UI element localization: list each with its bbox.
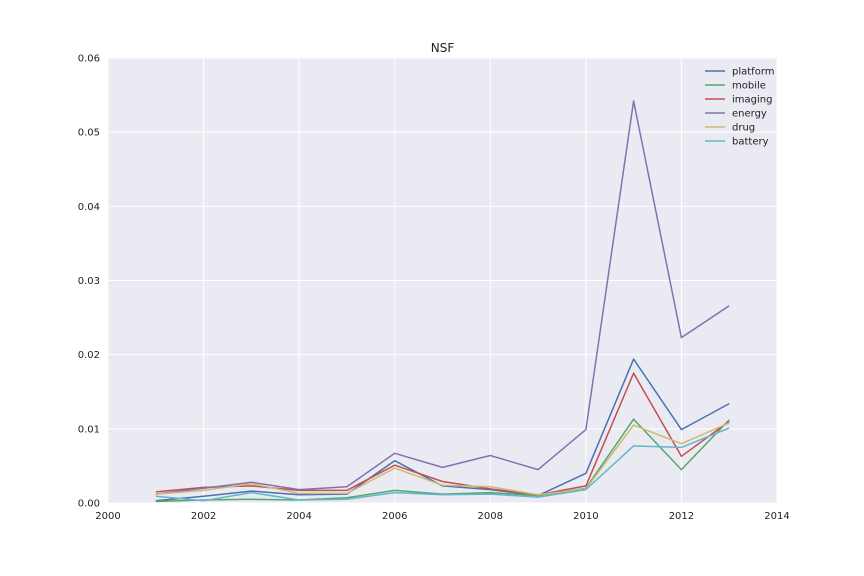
legend-label-imaging: imaging [732, 95, 772, 106]
y-tick-label: 0.05 [78, 128, 100, 139]
series-line-imaging [155, 372, 730, 496]
series-lines [155, 100, 730, 503]
legend-label-platform: platform [732, 67, 775, 78]
x-tick-label: 2002 [191, 511, 216, 522]
series-line-battery [155, 427, 730, 502]
y-tick-label: 0.02 [78, 350, 100, 361]
x-tick-label: 2008 [478, 511, 503, 522]
x-tick-label: 2014 [764, 511, 789, 522]
legend-label-mobile: mobile [732, 81, 766, 92]
chart-title: NSF [431, 41, 455, 55]
legend-label-battery: battery [732, 137, 769, 148]
y-tick-label: 0.03 [78, 276, 100, 287]
y-tick-label: 0.00 [78, 499, 100, 510]
y-tick-label: 0.04 [78, 202, 100, 213]
x-tick-label: 2006 [382, 511, 407, 522]
y-axis-ticks: 0.00 0.01 0.02 0.03 0.04 0.05 0.06 [78, 54, 100, 510]
series-line-energy [155, 100, 730, 495]
x-tick-label: 2000 [95, 511, 120, 522]
x-tick-label: 2004 [286, 511, 311, 522]
x-tick-label: 2012 [669, 511, 694, 522]
series-line-drug [155, 422, 730, 496]
legend: platform mobile imaging energy drug battery [705, 67, 775, 148]
x-axis-ticks: 2000 2002 2004 2006 2008 2010 2012 2014 [95, 511, 789, 522]
x-tick-label: 2010 [573, 511, 598, 522]
legend-label-energy: energy [732, 109, 767, 120]
y-tick-label: 0.01 [78, 424, 100, 435]
y-tick-label: 0.06 [78, 54, 100, 65]
legend-label-drug: drug [732, 123, 755, 134]
